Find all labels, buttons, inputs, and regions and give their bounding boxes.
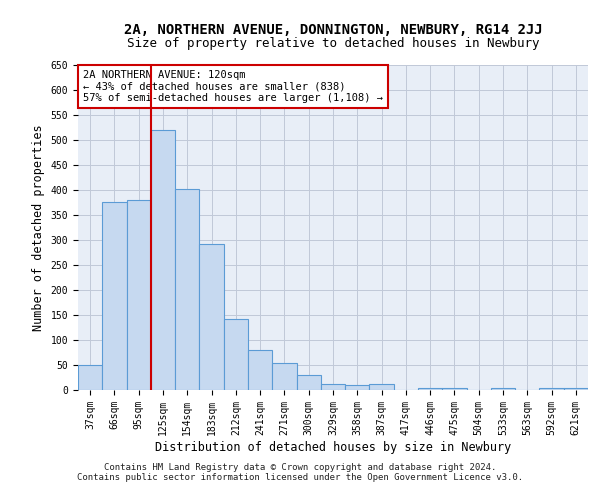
Bar xyxy=(321,384,345,390)
Text: Size of property relative to detached houses in Newbury: Size of property relative to detached ho… xyxy=(127,38,539,51)
Text: Contains HM Land Registry data © Crown copyright and database right 2024.: Contains HM Land Registry data © Crown c… xyxy=(104,462,496,471)
Bar xyxy=(102,202,127,390)
Bar xyxy=(272,362,296,390)
Bar xyxy=(491,388,515,390)
Bar xyxy=(127,200,151,390)
Bar xyxy=(370,384,394,390)
Text: 2A, NORTHERN AVENUE, DONNINGTON, NEWBURY, RG14 2JJ: 2A, NORTHERN AVENUE, DONNINGTON, NEWBURY… xyxy=(124,22,542,36)
Bar xyxy=(564,388,588,390)
Bar xyxy=(224,318,248,390)
Bar xyxy=(78,365,102,390)
Bar xyxy=(248,350,272,390)
Bar xyxy=(151,130,175,390)
X-axis label: Distribution of detached houses by size in Newbury: Distribution of detached houses by size … xyxy=(155,440,511,454)
Text: 2A NORTHERN AVENUE: 120sqm
← 43% of detached houses are smaller (838)
57% of sem: 2A NORTHERN AVENUE: 120sqm ← 43% of deta… xyxy=(83,70,383,103)
Bar xyxy=(442,388,467,390)
Bar xyxy=(539,388,564,390)
Bar xyxy=(199,244,224,390)
Bar xyxy=(175,188,199,390)
Bar xyxy=(418,388,442,390)
Y-axis label: Number of detached properties: Number of detached properties xyxy=(32,124,45,331)
Text: Contains public sector information licensed under the Open Government Licence v3: Contains public sector information licen… xyxy=(77,472,523,482)
Bar xyxy=(345,385,370,390)
Bar xyxy=(296,375,321,390)
